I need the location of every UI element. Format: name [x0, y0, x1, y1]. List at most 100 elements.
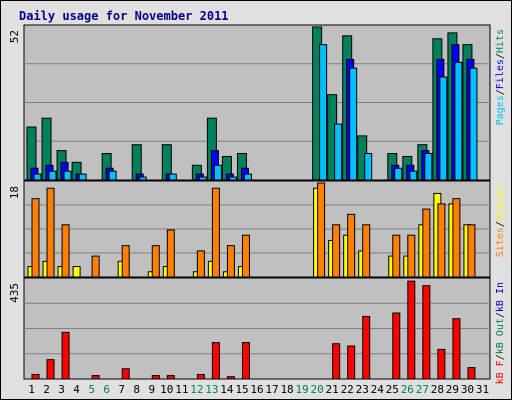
- day-tick-label: 8: [133, 383, 140, 396]
- kbytes-bar-kb-f: [91, 375, 100, 380]
- kbytes-legend-entry: /: [495, 312, 506, 318]
- day-tick-label: 11: [175, 383, 188, 396]
- kbytes-ymax-label: 435: [8, 283, 21, 303]
- day-tick-label: 6: [103, 383, 110, 396]
- kbytes-legend: kB F/kB Out/kB In: [495, 282, 506, 384]
- sites-bar-sites: [226, 245, 235, 278]
- kbytes-legend-entry: kB F: [495, 360, 506, 384]
- day-tick-label: 9: [148, 383, 155, 396]
- day-tick-label: 31: [476, 383, 489, 396]
- sites-bar-sites: [211, 187, 220, 278]
- hits-legend: Pages/Files/Hits: [495, 29, 506, 125]
- kbytes-legend-entry: kB In: [495, 282, 506, 312]
- sites-bar-sites: [91, 255, 100, 278]
- day-tick-label: 2: [43, 383, 50, 396]
- day-tick-label: 25: [386, 383, 399, 396]
- day-tick-label: 1: [28, 383, 35, 396]
- sites-ymax-label: 18: [8, 186, 21, 199]
- kbytes-bar-kb-f: [196, 373, 205, 380]
- hits-bar-pages: [228, 176, 237, 181]
- day-tick-label: 10: [160, 383, 173, 396]
- day-tick-label: 29: [446, 383, 459, 396]
- hits-legend-entry: Files: [495, 59, 506, 89]
- sites-bar-sites: [241, 234, 250, 278]
- sites-bar-sites: [347, 213, 356, 278]
- sites-bar-sites: [31, 198, 40, 278]
- day-tick-label: 13: [205, 383, 218, 396]
- kbytes-bar-kb-f: [452, 318, 461, 380]
- hits-bar-pages: [439, 76, 448, 181]
- hits-ymax-label: 52: [8, 30, 21, 43]
- kbytes-bar-kb-f: [241, 342, 250, 380]
- day-tick-label: 28: [431, 383, 444, 396]
- hits-bar-pages: [364, 153, 373, 181]
- kbytes-bar-kb-f: [166, 375, 175, 380]
- kbytes-bar-kb-f: [467, 367, 476, 380]
- day-tick-label: 15: [235, 383, 248, 396]
- day-tick-label: 22: [341, 383, 354, 396]
- kbytes-bar-kb-f: [407, 280, 416, 380]
- day-tick-label: 16: [250, 383, 263, 396]
- sites-bar-sites: [452, 198, 461, 278]
- kbytes-bar-kb-f: [437, 348, 446, 380]
- day-tick-label: 17: [265, 383, 278, 396]
- sites-bar-sites: [61, 224, 70, 278]
- day-tick-label: 5: [88, 383, 95, 396]
- day-tick-label: 14: [220, 383, 234, 396]
- kbytes-bar-kb-f: [121, 368, 130, 380]
- day-tick-label: 7: [118, 383, 125, 396]
- day-tick-label: 20: [311, 383, 324, 396]
- hits-legend-entry: /: [495, 89, 506, 95]
- hits-bar-pages: [319, 44, 328, 181]
- sites-bar-sites: [317, 182, 326, 278]
- day-tick-label: 27: [416, 383, 429, 396]
- sites-bar-sites: [332, 224, 341, 278]
- day-tick-label: 18: [280, 383, 293, 396]
- hits-bar-pages: [168, 173, 177, 181]
- hits-bar-pages: [48, 170, 57, 181]
- hits-legend-entry: Hits: [495, 29, 506, 53]
- day-tick-label: 19: [295, 383, 308, 396]
- kbytes-bar-kb-f: [211, 342, 220, 380]
- sites-legend-entry: Visits: [495, 185, 506, 221]
- kbytes-legend-entry: /: [495, 354, 506, 360]
- kbytes-bar-kb-f: [31, 373, 40, 380]
- sites-legend-entry: /: [495, 221, 506, 227]
- sites-legend-entry: Sites: [495, 227, 506, 257]
- sites-bar-visits: [72, 266, 81, 278]
- sites-panel: 18 Sites/Visits: [8, 180, 506, 278]
- day-tick-label: 23: [356, 383, 369, 396]
- sites-bar-sites: [407, 234, 416, 278]
- chart-title: Daily usage for November 2011: [19, 9, 229, 23]
- sites-bar-sites: [422, 208, 431, 278]
- sites-bar-sites: [196, 250, 205, 278]
- kbytes-bar-kb-f: [61, 331, 70, 380]
- sites-bar-sites: [392, 234, 401, 278]
- day-tick-label: 3: [58, 383, 65, 396]
- hits-bar-pages: [334, 123, 343, 181]
- sites-bar-sites: [121, 245, 130, 278]
- kbytes-legend-entry: kB Out: [495, 318, 506, 354]
- hits-bar-pages: [198, 176, 207, 181]
- kbytes-bar-kb-f: [46, 359, 55, 380]
- sites-bar-sites: [151, 245, 160, 278]
- hits-bar-pages: [213, 164, 222, 181]
- hits-bar-pages: [394, 167, 403, 181]
- sites-bar-sites: [362, 224, 371, 278]
- hits-bar-pages: [349, 67, 358, 181]
- day-axis: 1 2 3 4 5 6 7 8 9 10 11 12 13 14 15 16 17 18 19 20 21 22 23 24 2…: [28, 383, 489, 396]
- hits-bar-pages: [409, 170, 418, 181]
- kbytes-bar-kb-f: [362, 315, 371, 380]
- sites-bar-sites: [437, 203, 446, 278]
- day-tick-label: 12: [190, 383, 203, 396]
- sites-bar-sites: [166, 229, 175, 278]
- day-tick-label: 21: [326, 383, 339, 396]
- day-tick-label: 26: [401, 383, 414, 396]
- hits-legend-entry: /: [495, 53, 506, 59]
- hits-bar-pages: [243, 173, 252, 181]
- hits-bar-pages: [424, 153, 433, 181]
- hits-bar-pages: [469, 67, 478, 181]
- hits-bar-pages: [108, 170, 117, 181]
- hits-panel: 52 Pages/Files/Hits: [8, 24, 506, 181]
